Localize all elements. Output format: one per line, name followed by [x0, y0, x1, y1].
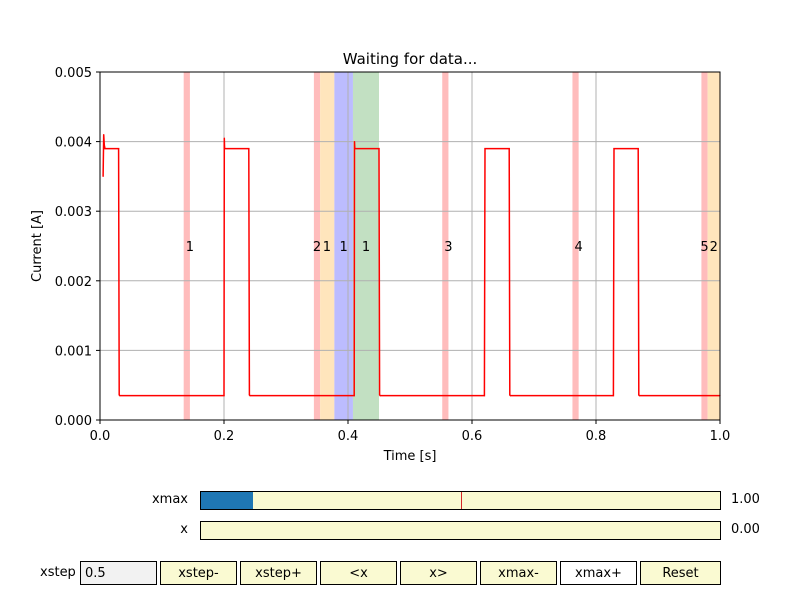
series-point	[483, 395, 485, 397]
xmax-slider-value: 1.00	[731, 492, 760, 507]
xstep-plus-button[interactable]: xstep+	[240, 561, 317, 585]
xmax-minus-button[interactable]: xmax-	[480, 561, 557, 585]
series-point	[378, 147, 380, 150]
xmax-slider-initial-marker	[460, 492, 462, 509]
series-point	[353, 395, 355, 397]
region-label: 1	[362, 240, 370, 255]
series-point	[118, 147, 120, 150]
x-tick-label: 0.2	[214, 429, 235, 444]
x-tick-label: 1.0	[710, 429, 731, 444]
series-point	[485, 147, 487, 150]
highlight-region-5	[352, 72, 379, 420]
highlight-region-8	[701, 72, 708, 420]
series-point	[612, 395, 614, 397]
series-point	[248, 147, 250, 150]
series-point	[614, 147, 616, 150]
region-label: 1	[340, 240, 348, 255]
region-label: 2	[313, 240, 321, 255]
highlight-region-7	[572, 72, 579, 420]
region-label: 5	[700, 240, 708, 255]
xmax-slider-fill	[201, 492, 253, 509]
xmax-slider-label: xmax	[151, 492, 188, 507]
current-trace	[102, 134, 721, 397]
y-tick-label: 0.002	[55, 275, 92, 290]
series-point	[104, 147, 106, 150]
highlight-region-1	[183, 72, 190, 420]
x-slider[interactable]	[200, 521, 721, 540]
chart-title: Waiting for data...	[343, 50, 478, 68]
series-line-1	[102, 134, 720, 397]
xstep-input[interactable]	[80, 561, 157, 585]
series-point	[638, 395, 641, 397]
x-slider-label: x	[180, 522, 188, 537]
series-point	[509, 395, 512, 397]
y-axis-label: Current [A]	[30, 210, 45, 282]
y-tick-label: 0.005	[55, 66, 92, 81]
x-left-button[interactable]: <x	[320, 561, 397, 585]
xstep-minus-button[interactable]: xstep-	[160, 561, 237, 585]
series-point	[223, 137, 225, 139]
highlight-region-2	[313, 72, 321, 420]
series-point	[103, 144, 105, 146]
region-label: 1	[323, 240, 331, 255]
y-tick-label: 0.000	[55, 414, 92, 429]
plot-frame	[99, 71, 721, 421]
y-tick-label: 0.004	[55, 136, 92, 151]
series-point	[103, 134, 105, 136]
xstep-label: xstep	[40, 565, 76, 580]
y-tick-label: 0.003	[55, 205, 92, 220]
xmax-plus-button[interactable]: xmax+	[560, 561, 637, 585]
series-point	[223, 395, 225, 397]
series-point	[353, 141, 356, 143]
highlight-region-3	[320, 72, 335, 420]
highlight-region-9	[707, 72, 720, 420]
series-point	[379, 395, 381, 397]
series-point	[249, 395, 251, 397]
x-tick-label: 0.6	[462, 429, 483, 444]
x-slider-value: 0.00	[731, 522, 760, 537]
series-point	[508, 147, 510, 150]
series-point	[102, 175, 104, 177]
y-tick-label: 0.001	[55, 344, 92, 359]
x-tick-label: 0.4	[338, 429, 359, 444]
region-label: 2	[710, 240, 718, 255]
x-axis-label: Time [s]	[383, 449, 437, 464]
axis-ticks: 0.0 0.2 0.4 0.6 0.8 1.0 0.000 0.001 0.002 0.003 0.…	[55, 66, 731, 444]
series-point	[354, 147, 356, 150]
reset-button[interactable]: Reset	[640, 561, 721, 585]
x-tick-label: 0.8	[586, 429, 607, 444]
x-tick-label: 0.0	[90, 429, 111, 444]
region-label: 3	[444, 240, 452, 255]
series-point	[224, 147, 226, 150]
highlight-region-6	[442, 72, 449, 420]
series-point	[637, 147, 639, 150]
x-right-button[interactable]: x>	[400, 561, 477, 585]
region-label: 1	[186, 240, 194, 255]
series-point	[119, 395, 121, 397]
xmax-slider[interactable]	[200, 491, 721, 510]
region-label: 4	[574, 240, 582, 255]
